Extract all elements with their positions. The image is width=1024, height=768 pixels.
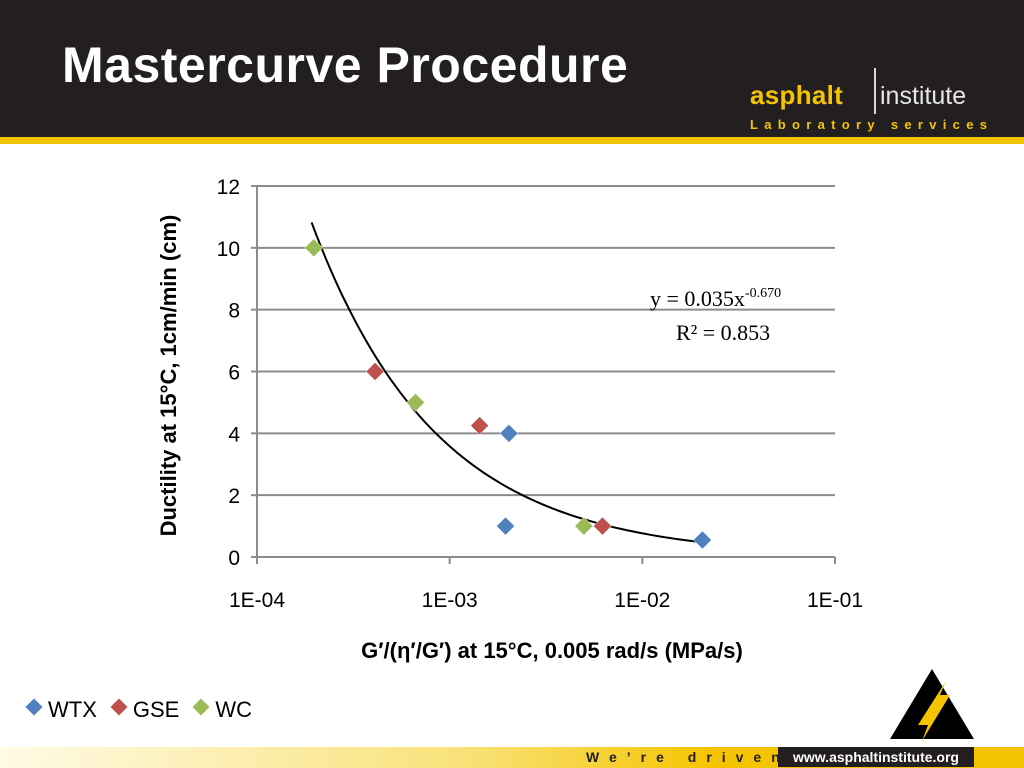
chart-legend: WTX GSE WC	[25, 696, 268, 724]
footer-slogan: We’re driven.	[586, 749, 804, 765]
legend-item-wc: WC	[192, 697, 253, 723]
data-point-wc	[304, 238, 324, 258]
y-tick-label: 2	[228, 485, 240, 508]
axis-layer: 0 2 4 6 8 10 12 1E-04 1E-03 1E-02 1E-01	[217, 176, 863, 612]
slide-title: Mastercurve Procedure	[62, 37, 629, 93]
trendline-equation: y = 0.035x-0.670	[650, 286, 781, 311]
y-tick-label: 0	[228, 547, 240, 570]
data-point-wc	[406, 393, 425, 412]
x-axis-title: G′/(η′/G′) at 15°C, 0.005 rad/s (MPa/s)	[361, 638, 743, 663]
y-tick-label: 10	[217, 238, 240, 261]
footer-gradient-bar	[0, 747, 1024, 768]
ductility-scatter-chart: 0 2 4 6 8 10 12 1E-04 1E-03 1E-02 1E-01 y = 0.035x…	[156, 176, 863, 663]
data-point-wtx	[496, 516, 515, 536]
legend-marker-icon	[25, 698, 43, 716]
data-point-wtx	[499, 423, 519, 443]
data-point-gse	[470, 416, 489, 435]
asphalt-institute-logo: asphalt institute Laboratory services	[750, 68, 990, 132]
data-point-wc	[574, 516, 594, 536]
trendline-r-squared: R² = 0.853	[676, 320, 770, 345]
footer-url: www.asphaltinstitute.org	[778, 747, 974, 767]
x-tick-label: 1E-04	[229, 589, 285, 612]
y-tick-label: 6	[228, 362, 240, 385]
brand-name-bold: asphalt	[750, 80, 844, 110]
brand-divider	[874, 68, 876, 114]
triangle-logo-icon	[890, 669, 974, 741]
grid-layer	[257, 185, 835, 497]
legend-label: GSE	[132, 697, 180, 722]
header-accent-stripe	[0, 137, 1024, 144]
y-tick-label: 8	[228, 300, 240, 323]
legend-label: WC	[215, 697, 253, 722]
legend-item-wtx: WTX	[25, 697, 97, 723]
slide-header	[0, 0, 1024, 137]
x-tick-label: 1E-02	[614, 589, 670, 612]
legend-marker-icon	[110, 698, 128, 716]
x-tick-label: 1E-01	[807, 589, 863, 612]
data-point-gse	[365, 362, 385, 381]
power-trendline	[310, 222, 705, 544]
data-point-wtx	[693, 530, 712, 550]
brand-name-light: institute	[880, 82, 967, 110]
y-tick-label: 12	[217, 176, 240, 199]
x-tick-label: 1E-03	[422, 589, 478, 612]
brand-tagline: Laboratory services	[750, 117, 994, 132]
y-tick-label: 4	[228, 423, 240, 446]
y-axis-title: Ductility at 15°C, 1cm/min (cm)	[156, 215, 181, 537]
trendline-layer	[310, 222, 705, 544]
trendline-equation-exponent: -0.670	[745, 286, 781, 301]
legend-marker-icon	[192, 698, 210, 716]
legend-item-gse: GSE	[110, 697, 180, 723]
data-point-gse	[593, 516, 612, 536]
data-point-layer	[304, 238, 712, 550]
legend-label: WTX	[48, 697, 97, 722]
